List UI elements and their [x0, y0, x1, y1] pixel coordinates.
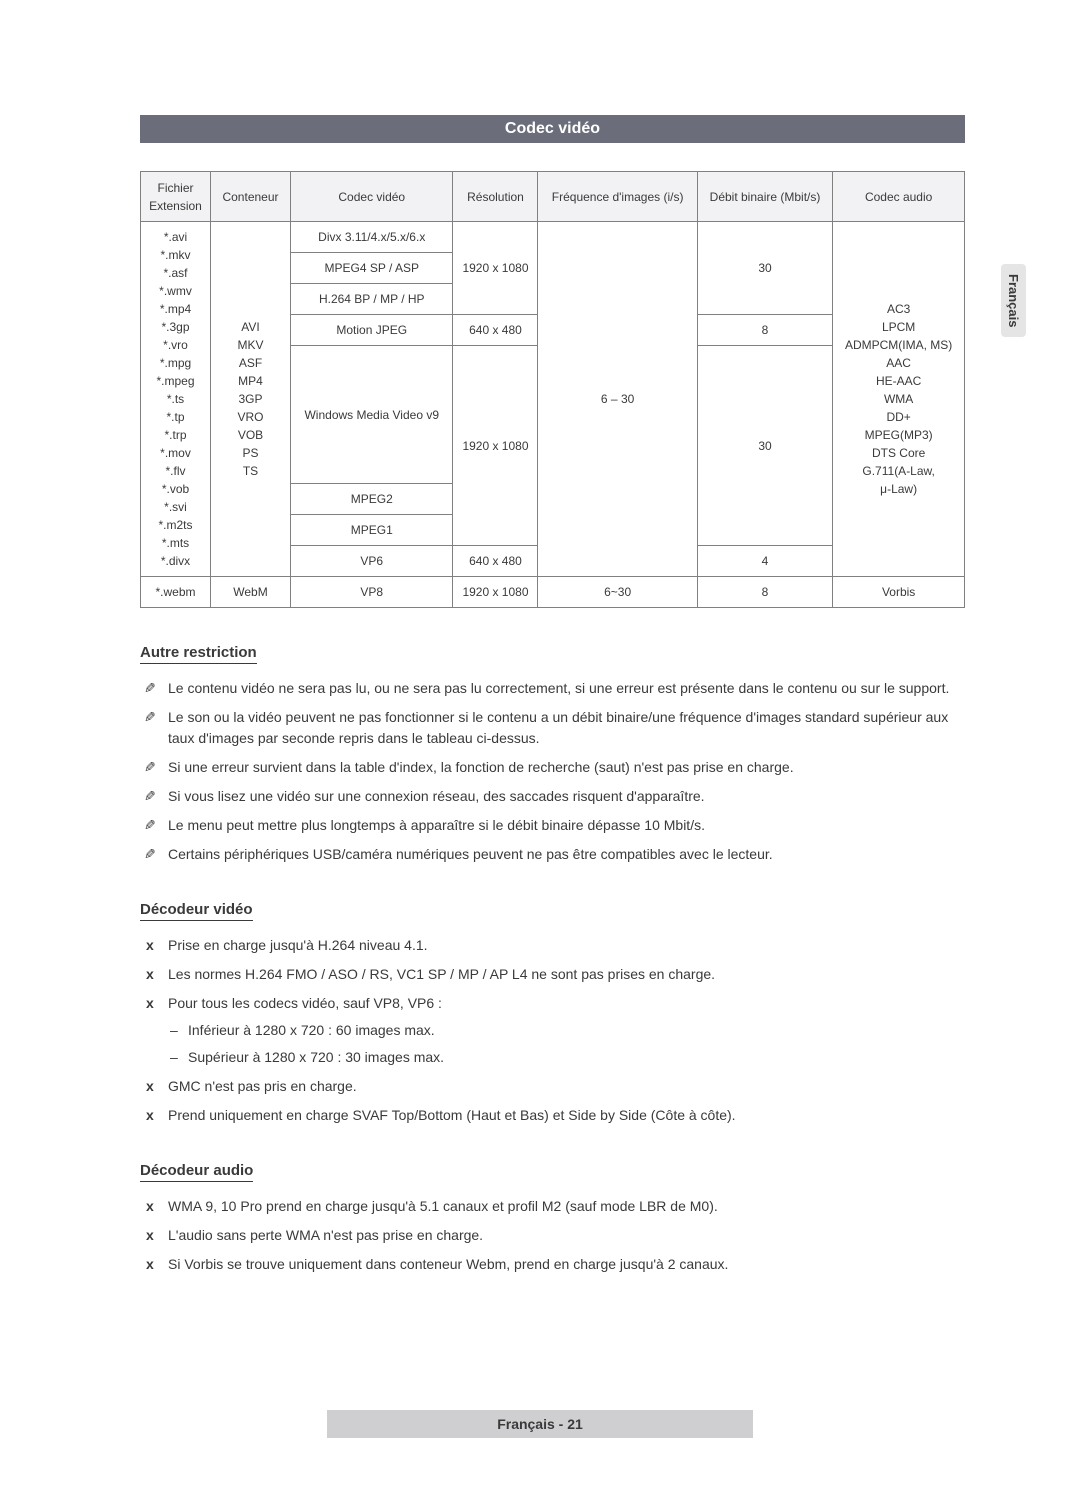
codec-table: Fichier Extension Conteneur Codec vidéo …	[140, 171, 965, 608]
cell-codec: H.264 BP / MP / HP	[291, 284, 453, 315]
table-row: *.avi *.mkv *.asf *.wmv *.mp4 *.3gp *.vr…	[141, 222, 965, 253]
list-item: Le son ou la vidéo peuvent ne pas foncti…	[140, 707, 965, 749]
table-row: *.webm WebM VP8 1920 x 1080 6~30 8 Vorbi…	[141, 577, 965, 608]
col-res: Résolution	[453, 172, 538, 222]
section-banner: Codec vidéo	[140, 115, 965, 143]
list-item: Les normes H.264 FMO / ASO / RS, VC1 SP …	[140, 964, 965, 985]
heading-vdec: Décodeur vidéo	[140, 901, 253, 921]
cell-cont: WebM	[211, 577, 291, 608]
cell-codec: Windows Media Video v9	[291, 346, 453, 484]
col-ext: Fichier Extension	[141, 172, 211, 222]
cell-codec: MPEG1	[291, 515, 453, 546]
cell-audio: Vorbis	[833, 577, 965, 608]
col-cont: Conteneur	[211, 172, 291, 222]
section-audio-decoder: Décodeur audio WMA 9, 10 Pro prend en ch…	[140, 1162, 965, 1275]
cell-res: 1920 x 1080	[453, 222, 538, 315]
page-number: Français - 21	[327, 1410, 753, 1438]
cell-codec: Divx 3.11/4.x/5.x/6.x	[291, 222, 453, 253]
list-item: Certains périphériques USB/caméra numéri…	[140, 844, 965, 865]
cell-res: 1920 x 1080	[453, 577, 538, 608]
table-header-row: Fichier Extension Conteneur Codec vidéo …	[141, 172, 965, 222]
cell-res: 640 x 480	[453, 546, 538, 577]
section-video-decoder: Décodeur vidéo Prise en charge jusqu'à H…	[140, 901, 965, 1126]
cell-codec: Motion JPEG	[291, 315, 453, 346]
list-item: Le contenu vidéo ne sera pas lu, ou ne s…	[140, 678, 965, 699]
cell-res: 640 x 480	[453, 315, 538, 346]
list-item: WMA 9, 10 Pro prend en charge jusqu'à 5.…	[140, 1196, 965, 1217]
list-item: Prise en charge jusqu'à H.264 niveau 4.1…	[140, 935, 965, 956]
list-item: GMC n'est pas pris en charge.	[140, 1076, 965, 1097]
cell-ext: *.webm	[141, 577, 211, 608]
page-footer: Français - 21	[0, 1416, 1080, 1434]
sub-list-item: Supérieur à 1280 x 720 : 30 images max.	[168, 1047, 965, 1068]
cell-rate: 8	[697, 315, 833, 346]
heading-restriction: Autre restriction	[140, 644, 257, 664]
col-codec: Codec vidéo	[291, 172, 453, 222]
cell-cont: AVI MKV ASF MP4 3GP VRO VOB PS TS	[211, 222, 291, 577]
section-restriction: Autre restriction Le contenu vidéo ne se…	[140, 644, 965, 865]
col-audio: Codec audio	[833, 172, 965, 222]
cell-codec: MPEG4 SP / ASP	[291, 253, 453, 284]
col-rate: Débit binaire (Mbit/s)	[697, 172, 833, 222]
cell-codec: MPEG2	[291, 484, 453, 515]
heading-adec: Décodeur audio	[140, 1162, 253, 1182]
cell-fps: 6 – 30	[538, 222, 697, 577]
list-item: Pour tous les codecs vidéo, sauf VP8, VP…	[140, 993, 965, 1068]
sub-list-item: Inférieur à 1280 x 720 : 60 images max.	[168, 1020, 965, 1041]
cell-rate: 30	[697, 346, 833, 546]
cell-ext: *.avi *.mkv *.asf *.wmv *.mp4 *.3gp *.vr…	[141, 222, 211, 577]
cell-rate: 8	[697, 577, 833, 608]
list-item: Si vous lisez une vidéo sur une connexio…	[140, 786, 965, 807]
list-item: L'audio sans perte WMA n'est pas prise e…	[140, 1225, 965, 1246]
col-fps: Fréquence d'images (i/s)	[538, 172, 697, 222]
list-item: Prend uniquement en charge SVAF Top/Bott…	[140, 1105, 965, 1126]
cell-codec: VP8	[291, 577, 453, 608]
list-item: Le menu peut mettre plus longtemps à app…	[140, 815, 965, 836]
cell-audio: AC3 LPCM ADMPCM(IMA, MS) AAC HE-AAC WMA …	[833, 222, 965, 577]
cell-res: 1920 x 1080	[453, 346, 538, 546]
list-item: Si une erreur survient dans la table d'i…	[140, 757, 965, 778]
language-tab: Français	[1001, 264, 1026, 337]
cell-rate: 30	[697, 222, 833, 315]
cell-codec: VP6	[291, 546, 453, 577]
cell-rate: 4	[697, 546, 833, 577]
list-item: Si Vorbis se trouve uniquement dans cont…	[140, 1254, 965, 1275]
list-item-text: Pour tous les codecs vidéo, sauf VP8, VP…	[168, 995, 442, 1011]
cell-fps: 6~30	[538, 577, 697, 608]
